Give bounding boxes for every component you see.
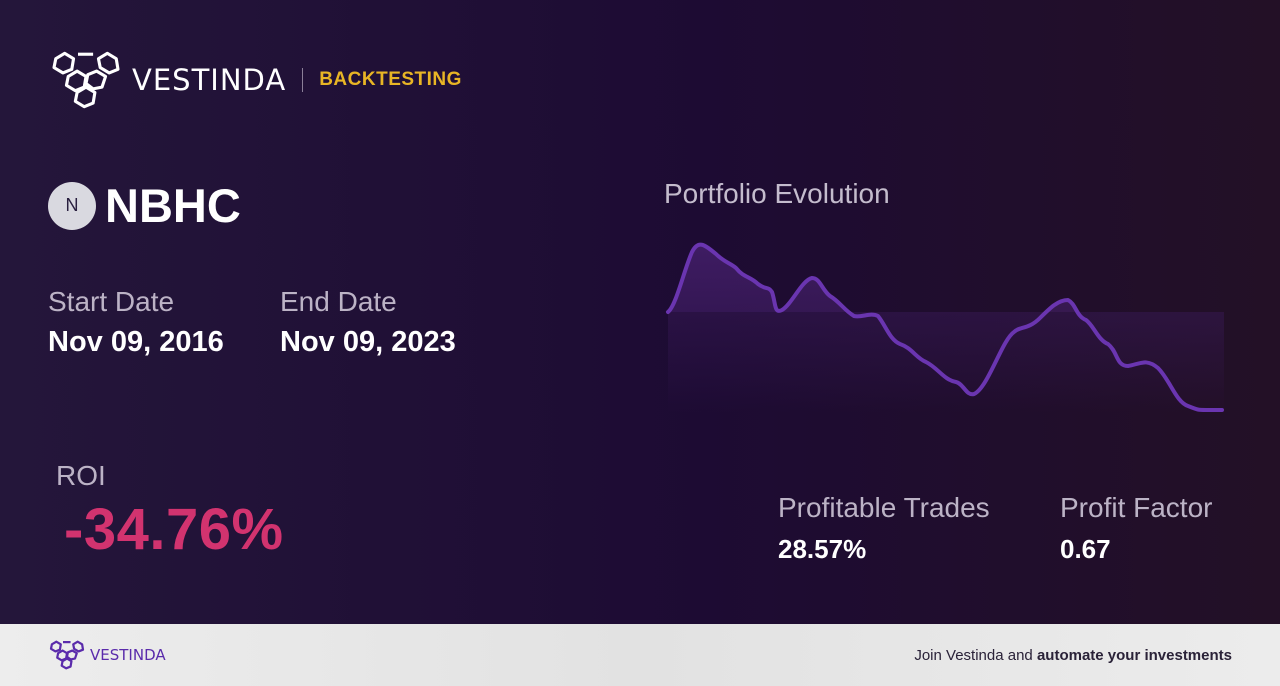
profit-factor: Profit Factor 0.67 xyxy=(1060,492,1212,565)
footer-cta-bold: automate your investments xyxy=(1036,646,1232,664)
roi-block: ROI -34.76% xyxy=(56,460,284,563)
vestinda-logo-icon xyxy=(52,51,120,109)
profitable-trades-label: Profitable Trades xyxy=(778,492,990,523)
vestinda-logo-icon xyxy=(49,640,85,670)
profitable-trades-value: 28.57% xyxy=(778,534,867,564)
chart-below-fill xyxy=(668,312,1224,412)
end-date: End Date Nov 09, 2023 xyxy=(280,286,456,359)
footer-cta-prefix: Join Vestinda and xyxy=(914,646,1037,664)
brand-tag: BACKTESTING xyxy=(319,69,462,90)
roi-value: -34.76% xyxy=(64,497,284,562)
brand-header: VESTINDA BACKTESTING xyxy=(48,48,462,112)
brand-divider xyxy=(302,68,304,92)
footer-brand-name: VESTINDA xyxy=(90,646,166,664)
ticker-header: N NBHC xyxy=(48,178,241,233)
ticker-symbol: NBHC xyxy=(105,179,241,232)
brand-name: VESTINDA xyxy=(132,63,287,97)
backtest-card: VESTINDA BACKTESTING N NBHC Start Date N… xyxy=(48,48,1224,565)
chart-area-fill xyxy=(668,244,1224,312)
profit-factor-label: Profit Factor xyxy=(1060,492,1213,523)
start-date-label: Start Date xyxy=(48,286,175,317)
roi-label: ROI xyxy=(56,460,106,491)
chart-line xyxy=(666,242,1224,412)
footer-cta-link[interactable]: Join Vestinda and automate your investme… xyxy=(914,647,1232,664)
profitable-trades: Profitable Trades 28.57% xyxy=(778,492,990,565)
footer-brand[interactable]: VESTINDA xyxy=(48,639,166,671)
end-date-value: Nov 09, 2023 xyxy=(280,326,456,358)
end-date-label: End Date xyxy=(280,286,397,317)
portfolio-chart xyxy=(666,242,1224,412)
profit-factor-value: 0.67 xyxy=(1060,534,1111,564)
chart-title: Portfolio Evolution xyxy=(664,178,890,209)
footer-bar: VESTINDA Join Vestinda and automate your… xyxy=(0,624,1280,686)
start-date: Start Date Nov 09, 2016 xyxy=(48,286,224,359)
start-date-value: Nov 09, 2016 xyxy=(48,326,224,358)
ticker-avatar: N xyxy=(48,181,96,230)
